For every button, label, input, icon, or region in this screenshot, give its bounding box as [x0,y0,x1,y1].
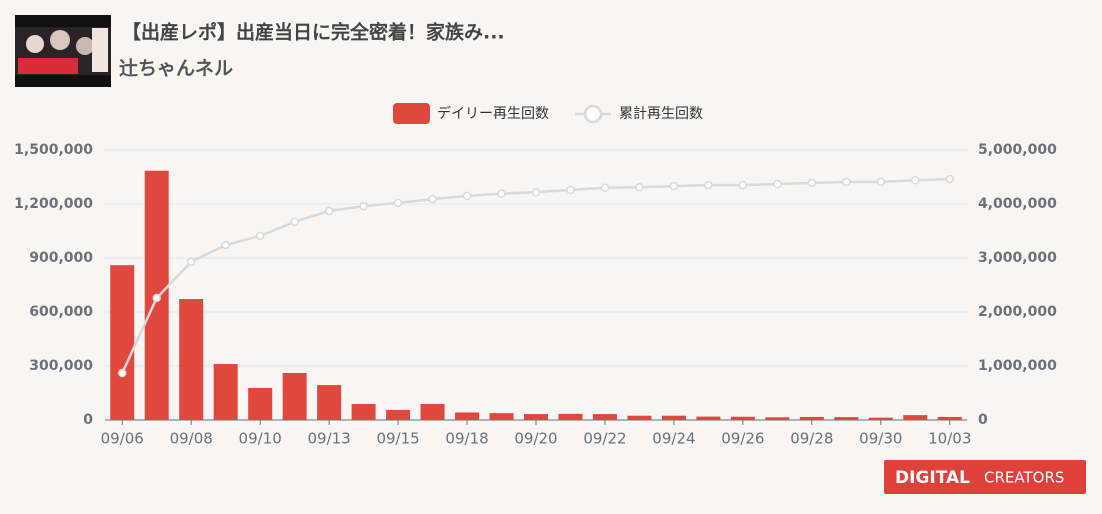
logo-text: CREATORS [984,469,1064,487]
legend-label: デイリー再生回数 [437,105,549,122]
bar [799,416,824,420]
logo: DIGITAL CREATORS [884,460,1086,494]
y2-tick-label: 2,000,000 [978,304,1057,320]
line-point [876,177,886,187]
line-point [738,180,748,190]
line-point [221,240,230,250]
y2-tick-label: 1,000,000 [978,358,1057,374]
legend-swatch [393,103,430,124]
x-tick-label: 09/22 [583,430,626,448]
y-tick-label: 1,200,000 [14,196,93,212]
line-point [290,217,299,227]
channel-name: 辻ちゃんネル [119,57,233,80]
bar [351,403,376,420]
y-tick-label: 300,000 [29,358,93,374]
x-tick-label: 09/26 [721,430,764,448]
x-tick-label: 10/03 [928,430,971,448]
line-point [255,231,265,241]
line-point [324,206,334,216]
line-point [497,189,506,198]
bar [903,415,928,420]
x-tick-label: 09/15 [376,430,419,448]
line-point [428,194,437,204]
line-point [773,179,782,189]
y2-tick-label: 5,000,000 [978,142,1057,158]
line-point [186,257,196,267]
bar [765,417,790,420]
x-tick-label: 09/06 [101,430,144,448]
bar [627,415,652,420]
line-point [807,178,817,188]
bar [558,413,583,420]
x-tick-label: 09/20 [514,430,557,448]
line-point [393,198,403,208]
bar [661,415,686,420]
bar [868,417,893,420]
line-point [359,201,368,211]
bar [110,265,135,420]
bar [282,373,307,420]
line-point [669,181,679,191]
line-point [842,177,851,187]
bar [386,409,411,420]
y2-tick-label: 0 [978,412,988,428]
bar [524,414,548,420]
x-tick-label: 09/24 [652,430,695,448]
line-point [152,293,161,303]
line [121,177,950,374]
line-point [704,180,713,190]
y-tick-label: 900,000 [29,250,93,266]
x-tick-label: 09/13 [308,430,351,448]
bar [834,417,859,420]
x-tick-label: 09/18 [445,430,488,448]
line-point [600,183,610,193]
bar [696,416,721,420]
line-point [635,183,644,192]
line-point [911,175,920,185]
y-tick-label: 600,000 [29,304,93,320]
bar [420,403,445,420]
bar [213,364,238,420]
line-point [945,174,955,184]
bar [937,416,962,420]
y-tick-label: 0 [83,412,93,428]
line-point [566,185,575,195]
y2-tick-label: 4,000,000 [978,196,1057,212]
x-tick-label: 09/10 [239,430,282,448]
bar [489,413,514,420]
x-tick-label: 09/08 [170,430,213,448]
x-tick-label: 09/30 [859,430,902,448]
bar [317,385,342,420]
y-tick-label: 1,500,000 [14,142,93,158]
legend-label: 累計再生回数 [619,106,703,122]
x-tick-label: 09/28 [790,430,833,448]
line-point [462,191,472,201]
bar [179,299,204,420]
video-title: 【出産レポ】出産当日に完全密着！家族み... [122,21,505,44]
thumbnail [15,15,111,87]
line-point [117,368,127,378]
bar [592,414,617,420]
bar [455,412,480,420]
bar [248,387,273,420]
line-point [531,187,541,197]
bar [730,416,755,420]
logo-mark: DIGITAL [895,468,970,488]
legend-swatch-point [583,104,603,124]
y2-tick-label: 3,000,000 [978,250,1057,266]
